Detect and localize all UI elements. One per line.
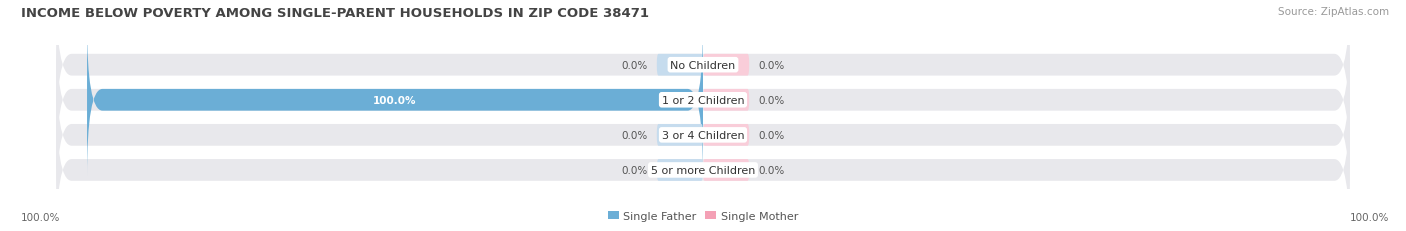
Text: 0.0%: 0.0% — [621, 165, 648, 175]
Text: 0.0%: 0.0% — [621, 130, 648, 140]
Legend: Single Father, Single Mother: Single Father, Single Mother — [603, 207, 803, 225]
Text: 0.0%: 0.0% — [758, 130, 785, 140]
Text: INCOME BELOW POVERTY AMONG SINGLE-PARENT HOUSEHOLDS IN ZIP CODE 38471: INCOME BELOW POVERTY AMONG SINGLE-PARENT… — [21, 7, 650, 20]
Text: 100.0%: 100.0% — [21, 212, 60, 222]
Text: Source: ZipAtlas.com: Source: ZipAtlas.com — [1278, 7, 1389, 17]
FancyBboxPatch shape — [657, 125, 703, 146]
FancyBboxPatch shape — [703, 55, 749, 76]
Text: 100.0%: 100.0% — [373, 95, 416, 105]
FancyBboxPatch shape — [657, 55, 703, 76]
FancyBboxPatch shape — [657, 159, 703, 181]
Text: 1 or 2 Children: 1 or 2 Children — [662, 95, 744, 105]
Text: 100.0%: 100.0% — [1350, 212, 1389, 222]
FancyBboxPatch shape — [703, 125, 749, 146]
FancyBboxPatch shape — [56, 94, 1350, 231]
FancyBboxPatch shape — [703, 159, 749, 181]
Text: No Children: No Children — [671, 61, 735, 70]
Text: 0.0%: 0.0% — [758, 95, 785, 105]
Text: 5 or more Children: 5 or more Children — [651, 165, 755, 175]
Text: 0.0%: 0.0% — [758, 165, 785, 175]
Text: 3 or 4 Children: 3 or 4 Children — [662, 130, 744, 140]
Text: 0.0%: 0.0% — [758, 61, 785, 70]
FancyBboxPatch shape — [87, 24, 703, 177]
FancyBboxPatch shape — [56, 24, 1350, 177]
FancyBboxPatch shape — [56, 0, 1350, 142]
FancyBboxPatch shape — [703, 90, 749, 111]
Text: 0.0%: 0.0% — [621, 61, 648, 70]
FancyBboxPatch shape — [56, 59, 1350, 212]
